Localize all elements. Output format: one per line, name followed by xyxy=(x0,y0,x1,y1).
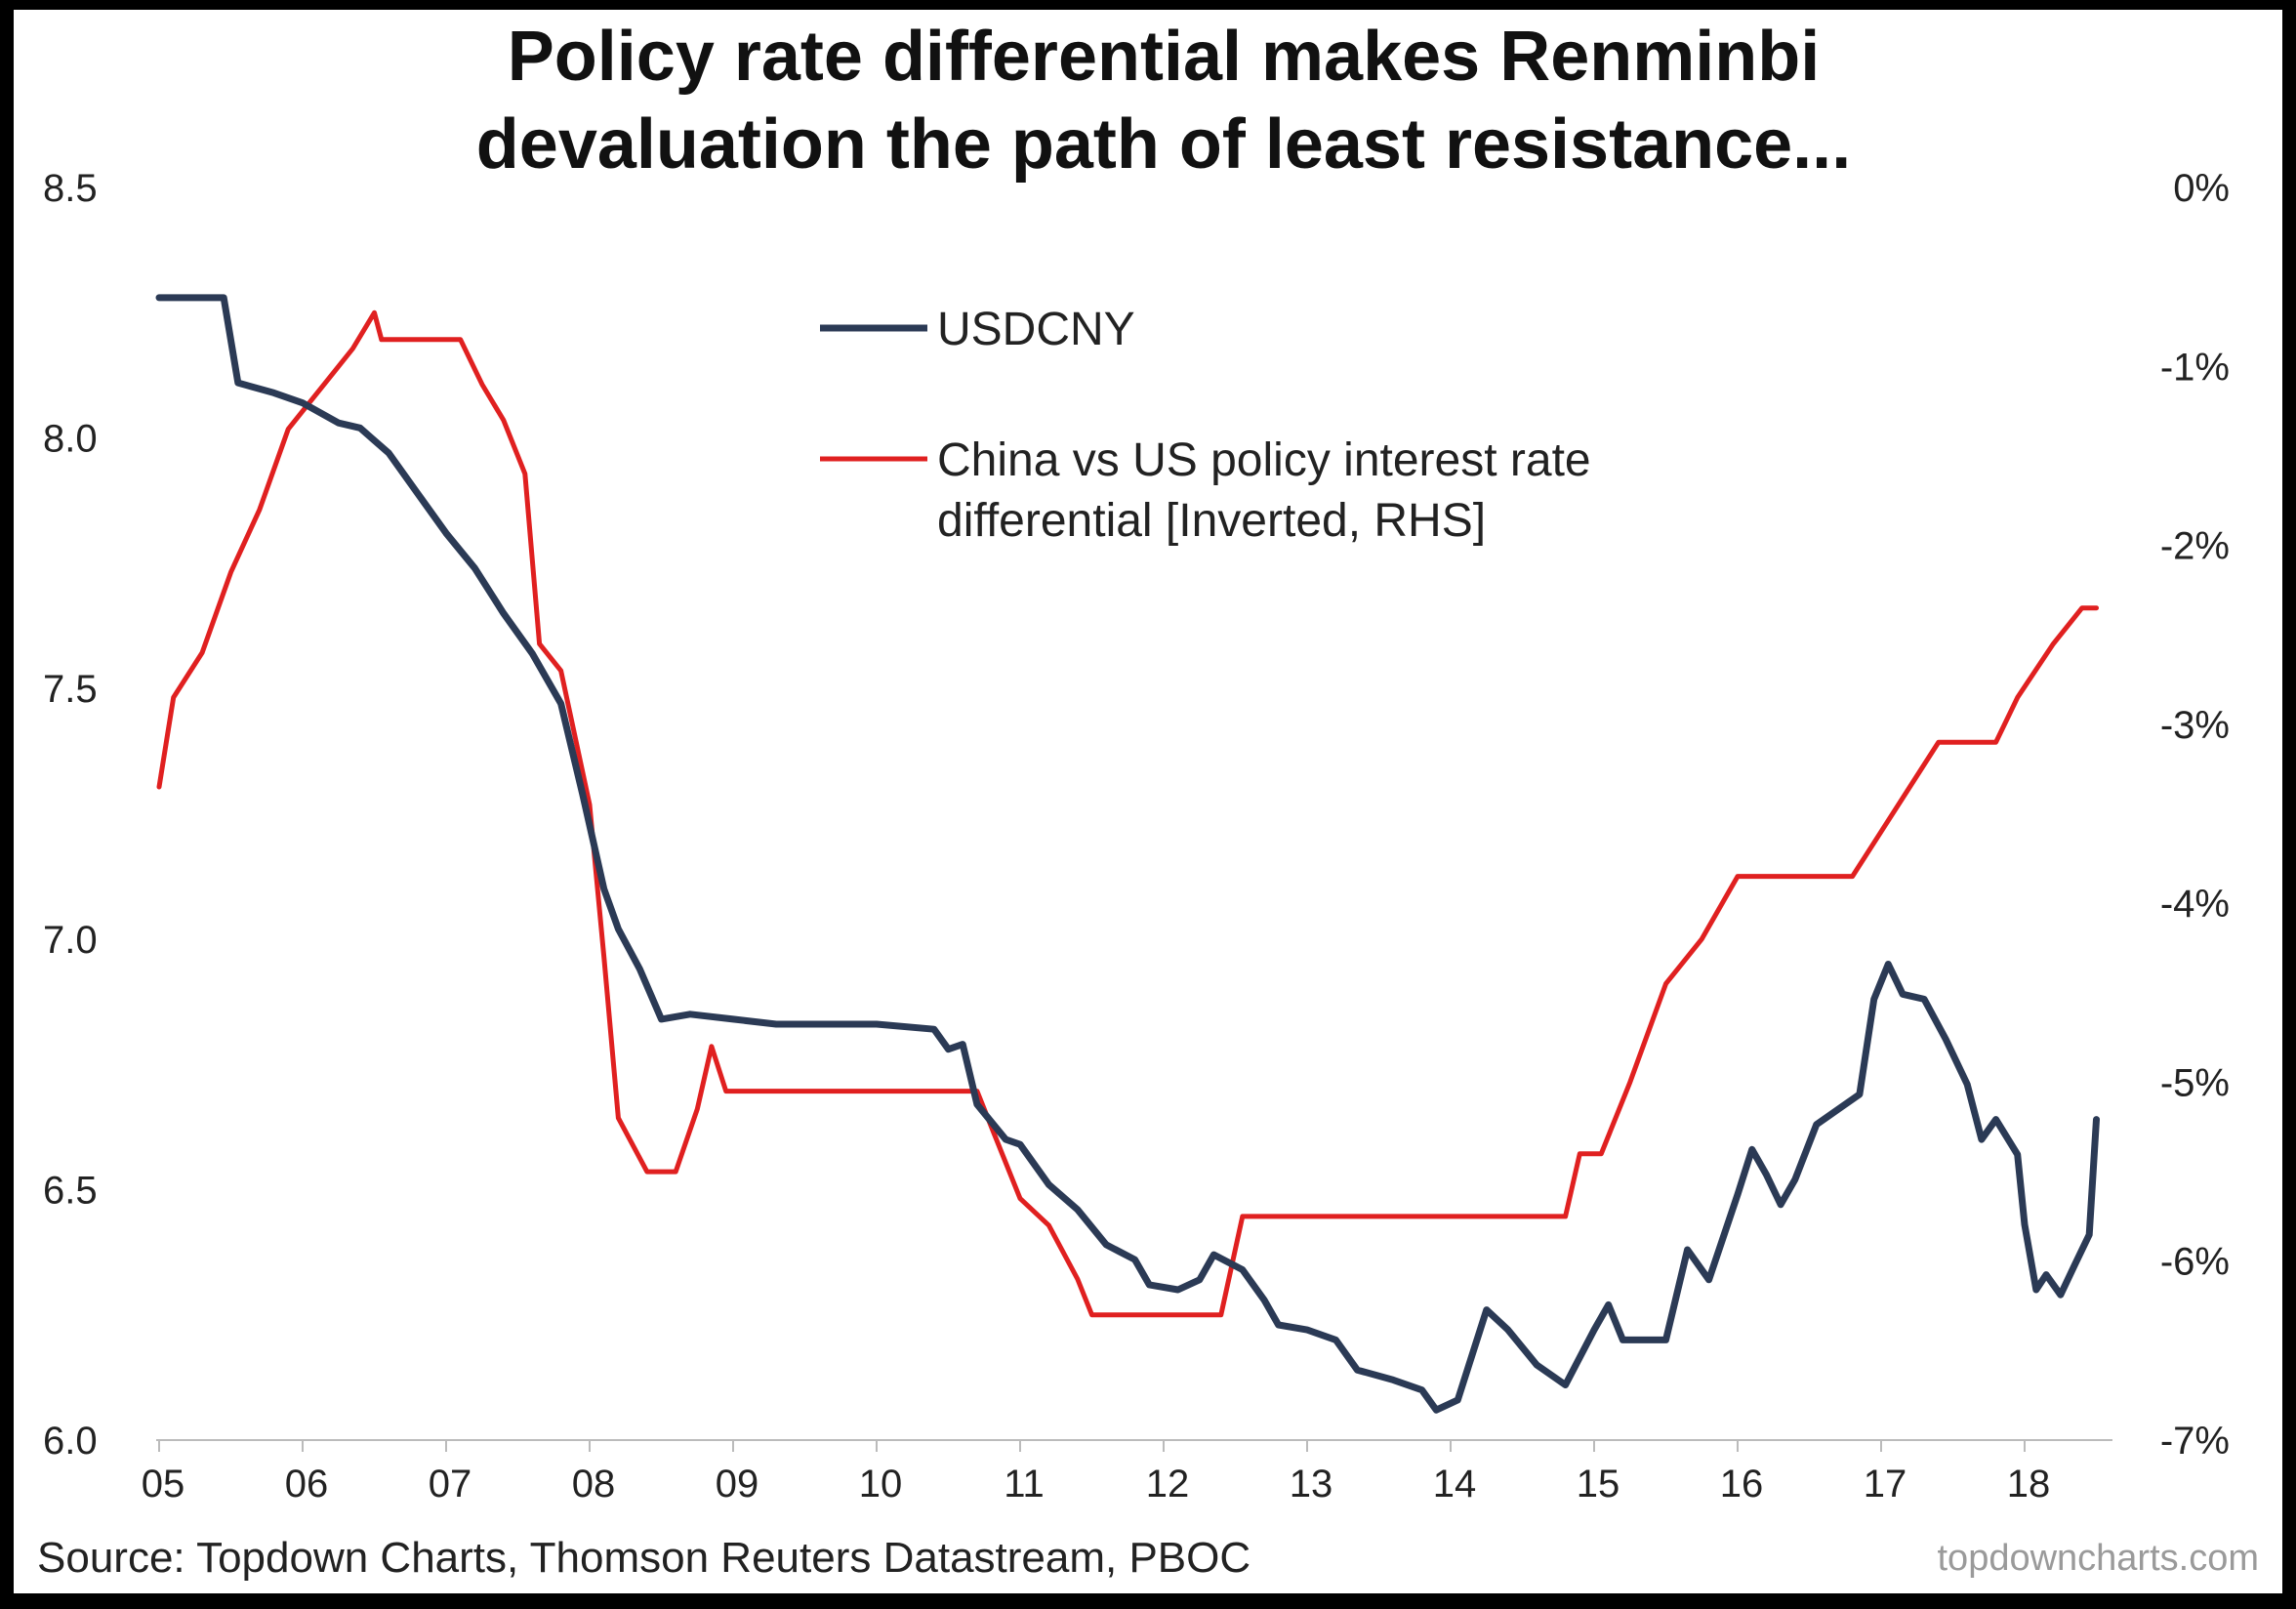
x-tick-label-08: 08 xyxy=(572,1463,616,1506)
y-right-tick-label-0%: 0% xyxy=(2173,167,2230,210)
y-right-tick-label--7%: -7% xyxy=(2160,1420,2230,1463)
legend-label-differential: China vs US policy interest rate differe… xyxy=(937,434,1604,547)
x-tick-label-13: 13 xyxy=(1290,1463,1333,1506)
x-tick-label-09: 09 xyxy=(716,1463,759,1506)
y-right-tick-label--2%: -2% xyxy=(2160,525,2230,568)
chart: Policy rate differential makes Renminbi … xyxy=(37,18,2260,1582)
x-tick-label-07: 07 xyxy=(429,1463,472,1506)
y-right-tick-label--3%: -3% xyxy=(2160,704,2230,747)
chart-title-line-1: Policy rate differential makes Renminbi xyxy=(508,18,1820,96)
x-tick-label-14: 14 xyxy=(1433,1463,1477,1506)
y-left-tick-label-7.5: 7.5 xyxy=(43,668,98,711)
y-left-tick-label-7.0: 7.0 xyxy=(43,919,98,962)
y-right-tick-label--6%: -6% xyxy=(2160,1241,2230,1284)
x-tick-label-11: 11 xyxy=(1004,1463,1045,1506)
y-right-tick-label--1%: -1% xyxy=(2160,346,2230,389)
x-tick-label-16: 16 xyxy=(1720,1463,1764,1506)
y-left-tick-label-8.5: 8.5 xyxy=(43,167,98,210)
legend: USDCNY China vs US policy interest rate … xyxy=(820,304,1604,547)
x-tick-label-18: 18 xyxy=(2007,1463,2051,1506)
watermark: topdowncharts.com xyxy=(1938,1538,2260,1579)
chart-frame: Policy rate differential makes Renminbi … xyxy=(14,10,2282,1593)
x-tick-label-10: 10 xyxy=(859,1463,903,1506)
source-note: Source: Topdown Charts, Thomson Reuters … xyxy=(37,1534,1250,1582)
y-left-tick-label-6.5: 6.5 xyxy=(43,1169,98,1212)
chart-title-line-2: devaluation the path of least resistance… xyxy=(476,105,1851,184)
x-tick-label-15: 15 xyxy=(1577,1463,1620,1506)
y-left-tick-label-6.0: 6.0 xyxy=(43,1420,98,1463)
x-tick-label-05: 05 xyxy=(142,1463,185,1506)
series-line-usdcny xyxy=(155,294,2100,1414)
x-tick-label-17: 17 xyxy=(1864,1463,1907,1506)
x-tick-label-06: 06 xyxy=(285,1463,329,1506)
y-left-axis-ticks: 6.0 6.5 7.0 7.5 8.0 8.5 xyxy=(43,167,98,1463)
legend-label-usdcny: USDCNY xyxy=(937,304,1135,355)
series-layer xyxy=(155,294,2100,1414)
y-left-tick-label-8.0: 8.0 xyxy=(43,418,98,461)
x-tick-label-12: 12 xyxy=(1146,1463,1190,1506)
y-right-axis-ticks: 0% -1% -2% -3% -4% -5% -6% -7% xyxy=(2160,167,2230,1463)
y-right-tick-label--5%: -5% xyxy=(2160,1061,2230,1104)
x-axis-ticks: 05 06 07 08 09 10 11 12 13 14 15 16 17 18 xyxy=(142,1440,2051,1506)
y-right-tick-label--4%: -4% xyxy=(2160,883,2230,926)
